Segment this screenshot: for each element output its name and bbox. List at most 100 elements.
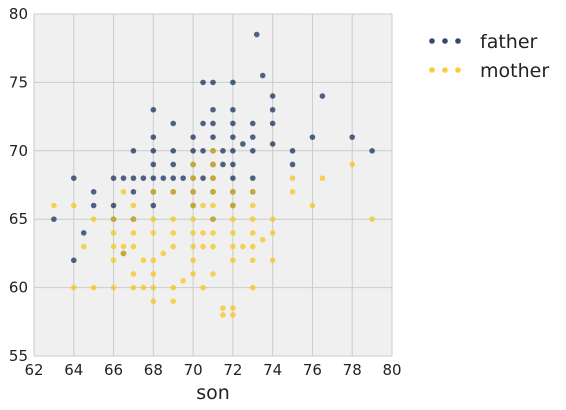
y-tick-label: 55 xyxy=(9,347,28,365)
mother-point xyxy=(190,271,196,277)
father-point xyxy=(210,106,216,113)
father-point xyxy=(230,148,236,154)
mother-point xyxy=(150,189,157,195)
father-point xyxy=(130,148,137,154)
mother-point xyxy=(190,202,196,209)
mother-point xyxy=(110,230,117,236)
father-point xyxy=(309,134,316,140)
mother-point xyxy=(210,216,216,222)
father-point xyxy=(259,72,266,79)
mother-point xyxy=(269,257,276,264)
mother-point xyxy=(309,202,316,209)
father-point xyxy=(200,79,206,86)
father-point xyxy=(230,79,236,86)
x-tick-label: 70 xyxy=(184,361,203,379)
father-point xyxy=(200,148,206,154)
x-axis-label: son xyxy=(196,382,230,404)
father-point xyxy=(210,134,216,140)
mother-point xyxy=(110,216,117,222)
mother-point xyxy=(240,243,246,250)
x-tick-label: 68 xyxy=(144,361,163,379)
father-point xyxy=(210,120,216,127)
father-point xyxy=(230,120,236,127)
father-point xyxy=(230,134,236,140)
father-point xyxy=(289,148,296,154)
legend-marker xyxy=(455,67,461,73)
y-tick-label: 75 xyxy=(9,73,28,91)
mother-point xyxy=(130,243,137,250)
father-point xyxy=(249,148,256,154)
mother-point xyxy=(160,250,167,257)
y-tick-label: 60 xyxy=(9,279,28,297)
mother-point xyxy=(170,189,177,195)
y-tick-label: 80 xyxy=(9,5,28,23)
mother-point xyxy=(140,284,147,291)
mother-point xyxy=(220,305,226,311)
mother-point xyxy=(170,298,177,305)
mother-point xyxy=(369,216,375,222)
mother-point xyxy=(150,298,157,305)
father-point xyxy=(110,202,117,209)
mother-point xyxy=(210,243,216,250)
father-point xyxy=(200,120,206,127)
x-tick-label: 72 xyxy=(223,361,242,379)
mother-point xyxy=(269,216,276,222)
father-point xyxy=(150,202,157,209)
legend-label: mother xyxy=(480,60,549,82)
legend-marker xyxy=(429,67,435,73)
mother-point xyxy=(230,243,236,250)
father-point xyxy=(220,161,226,168)
mother-point xyxy=(80,243,87,250)
father-point xyxy=(200,175,206,181)
mother-point xyxy=(210,175,216,181)
x-tick-label: 74 xyxy=(263,361,282,379)
mother-point xyxy=(90,216,97,222)
legend-marker xyxy=(429,38,435,44)
mother-point xyxy=(130,271,137,277)
data-points xyxy=(51,31,375,318)
mother-point xyxy=(130,284,137,291)
mother-point xyxy=(150,284,157,291)
legend-marker xyxy=(455,38,461,44)
mother-point xyxy=(249,243,256,250)
mother-point xyxy=(200,284,206,291)
mother-point xyxy=(289,189,296,195)
father-point xyxy=(170,161,177,168)
plot-area xyxy=(34,14,392,356)
father-point xyxy=(240,141,246,147)
father-point xyxy=(269,93,276,99)
mother-point xyxy=(220,312,226,318)
mother-point xyxy=(190,257,196,264)
mother-point xyxy=(110,257,117,264)
mother-point xyxy=(190,175,196,181)
father-point xyxy=(70,175,77,181)
mother-point xyxy=(190,189,196,195)
father-point xyxy=(249,120,256,127)
father-point xyxy=(90,202,97,209)
legend-marker xyxy=(442,38,448,44)
mother-point xyxy=(150,271,157,277)
mother-point xyxy=(269,230,276,236)
x-tick-label: 76 xyxy=(303,361,322,379)
mother-point xyxy=(120,250,127,257)
mother-point xyxy=(230,305,236,311)
father-point xyxy=(150,161,157,168)
mother-point xyxy=(200,202,206,209)
mother-point xyxy=(170,284,177,291)
father-point xyxy=(269,141,276,147)
mother-point xyxy=(249,230,256,236)
mother-point xyxy=(200,243,206,250)
mother-point xyxy=(319,175,326,181)
father-point xyxy=(230,106,236,113)
tick-labels: 62 64 66 68 70 72 74 76 78 80 55 60 65 70 75 80 xyxy=(9,5,402,379)
mother-point xyxy=(70,202,77,209)
legend-marker xyxy=(442,67,448,73)
mother-point xyxy=(210,202,216,209)
father-point xyxy=(170,175,177,181)
mother-point xyxy=(249,284,256,291)
mother-point xyxy=(200,230,206,236)
father-point xyxy=(230,161,236,168)
father-point xyxy=(289,161,296,168)
father-point xyxy=(249,134,256,140)
